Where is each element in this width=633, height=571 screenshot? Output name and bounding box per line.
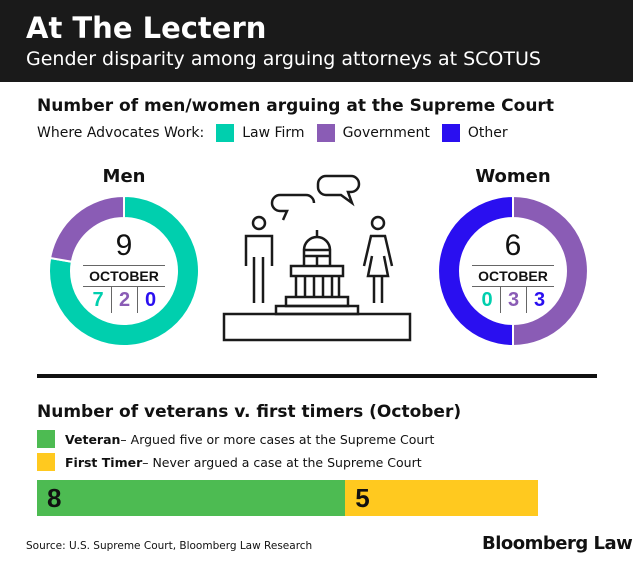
bloomberg-law-logo: Bloomberg Law (482, 533, 633, 554)
men-government-count: 2 (111, 287, 137, 313)
women-other-count: 3 (526, 287, 552, 313)
women-donut (437, 194, 589, 348)
men-slice-law-firm (48, 194, 200, 347)
women-slice-other (437, 194, 514, 348)
legend-government: Government (342, 125, 430, 141)
men-total: 9 (115, 229, 133, 262)
section-title-gender: Number of men/women arguing at the Supre… (37, 96, 554, 116)
first-timer-desc: – Never argued a case at the Supreme Cou… (142, 454, 422, 470)
section-title-veterans: Number of veterans v. first timers (Octo… (37, 402, 462, 422)
legend-veteran: Veteran – Argued five or more cases at t… (37, 430, 434, 448)
first-timer-label: First Timer (65, 454, 143, 470)
women-total: 6 (504, 229, 522, 262)
legend-label: Where Advocates Work: (37, 125, 205, 141)
first-timer-segment: 5 (345, 480, 538, 516)
veteran-label: Veteran (65, 431, 121, 447)
women-government-count: 3 (500, 287, 526, 313)
legend-first-timer: First Timer – Never argued a case at the… (37, 453, 422, 471)
title: At The Lectern (26, 11, 267, 45)
women-slice-government (512, 194, 589, 348)
subtitle: Gender disparity among arguing attorneys… (26, 48, 541, 70)
men-slice-government (48, 194, 125, 263)
law-firm-swatch (216, 124, 235, 142)
courthouse-illustration (222, 174, 412, 342)
veteran-bar: 8 5 (37, 480, 538, 516)
legend-other: Other (467, 125, 508, 141)
government-swatch (316, 124, 335, 142)
men-other-count: 0 (137, 287, 163, 313)
divider (37, 374, 597, 378)
work-legend: Where Advocates Work: Law Firm Governmen… (37, 124, 508, 142)
source-note: Source: U.S. Supreme Court, Bloomberg La… (26, 540, 313, 552)
header: At The Lectern Gender disparity among ar… (0, 0, 633, 82)
women-period: OCTOBER (472, 265, 554, 287)
legend-law-firm: Law Firm (242, 125, 305, 141)
women-label: Women (475, 166, 551, 187)
women-law-firm-count: 0 (481, 289, 493, 311)
podium-base (222, 312, 412, 342)
men-period: OCTOBER (83, 265, 165, 287)
men-law-firm-count: 7 (92, 289, 104, 311)
veteran-swatch (37, 430, 55, 448)
other-swatch (441, 124, 460, 142)
veteran-segment: 8 (37, 480, 346, 516)
men-label: Men (102, 166, 146, 187)
first-timer-swatch (37, 453, 55, 471)
veteran-desc: – Argued five or more cases at the Supre… (120, 431, 435, 447)
men-donut (48, 194, 200, 347)
